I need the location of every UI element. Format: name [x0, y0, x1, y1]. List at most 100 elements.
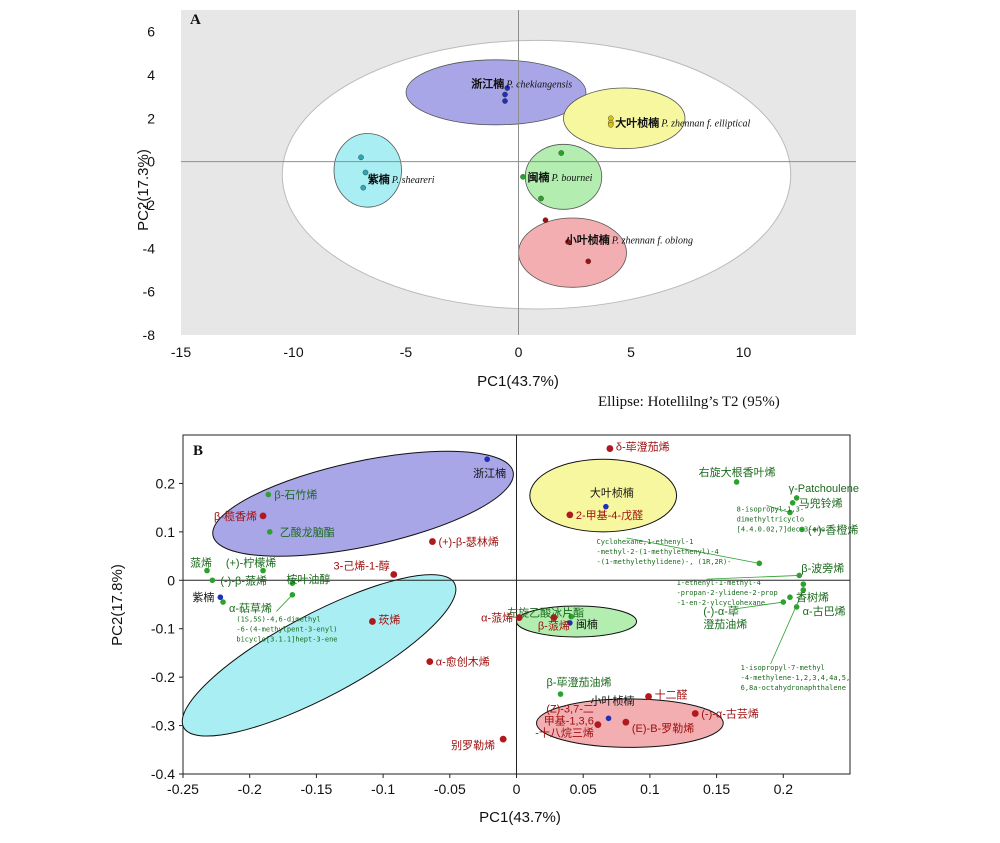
panel-b-y-tick-3: -0.1: [151, 621, 175, 637]
red-compound-label-9: 别罗勒烯: [451, 739, 495, 752]
green-compound-point-6: [220, 599, 226, 605]
group-label-3: 闽楠 P. bournei: [528, 170, 593, 184]
green-compound-point-1: [266, 529, 273, 535]
green-compound-point-5: [289, 580, 296, 586]
sample-point-2: [217, 594, 224, 601]
sample-label-3: 闽楠: [576, 617, 598, 631]
red-compound-point-5: [515, 614, 523, 621]
green-compound-label-16: (-)-α-荜澄茄油烯: [703, 605, 747, 631]
red-compound-point-1: [259, 512, 267, 520]
group-2-point-1: [362, 169, 369, 176]
panel-a-x-tick-3: 0: [515, 344, 523, 360]
group-label-4: 小叶桢楠 P. zhennan f. oblong: [565, 233, 693, 247]
panel-b-x-tick-2: -0.15: [300, 781, 332, 797]
red-compound-label-5: α-蒎烯: [481, 611, 513, 625]
green-compound-label-12: β-波旁烯: [801, 561, 844, 575]
red-compound-label-1: β-榄香烯: [214, 510, 257, 523]
sample-point-0: [484, 456, 490, 463]
panel-a-x-tick-5: 10: [736, 344, 752, 360]
green-compound-label-13: 香树烯: [796, 590, 829, 604]
panel-b-y-axis-label: PC2(17.8%): [109, 564, 126, 646]
group-0-point-2: [502, 98, 508, 104]
red-compound-point-4: [390, 571, 398, 578]
leader-line-18: [766, 505, 791, 513]
group-label-0: 浙江楠 P. chekiangensis: [471, 77, 572, 91]
green-compound-point-7: [568, 613, 574, 620]
green-compound-label-0: β-石竹烯: [274, 488, 317, 502]
red-compound-label-10: 十二醛: [655, 688, 688, 702]
panel-b-x-tick-1: -0.2: [238, 781, 262, 797]
green-compound-point-13: [787, 594, 793, 601]
green-compound-point-20: [796, 572, 803, 579]
group-ellipse-1: [563, 87, 686, 150]
group-4-point-2: [585, 258, 592, 265]
panel-b-y-tick-2: -0.2: [151, 669, 175, 685]
panel-a-y-tick-6: 4: [147, 67, 155, 83]
group-0-point-0: [504, 85, 511, 91]
panel-a-y-axis-label: PC2(17.3%): [135, 149, 152, 231]
panel-a-x-tick-2: -5: [400, 344, 413, 360]
green-compound-label-21: 1-isopropyl-7-methyl -4-methylene-1,2,3,4…: [741, 664, 851, 692]
panel-b-x-tick-9: 0.2: [774, 781, 794, 797]
green-compound-point-12: [800, 581, 807, 587]
group-3-point-2: [538, 195, 544, 202]
leader-line-19: [626, 537, 760, 564]
panel-a-x-tick-1: -10: [283, 344, 303, 360]
leader-line-20: [706, 575, 800, 580]
panel-b-y-tick-1: -0.3: [151, 718, 175, 734]
green-compound-label-17: (1S,5S)-4,6-dimethyl -6-(4-methylpent-3-e…: [236, 615, 337, 643]
red-compound-point-10: [645, 693, 652, 700]
green-compound-label-6: α-萜草烯: [229, 602, 272, 615]
group-3-point-0: [558, 150, 565, 156]
panel-a-ellipse-note: Ellipse: Hotellilng’s T2 (95%): [598, 394, 780, 410]
red-compound-point-9: [499, 735, 507, 743]
leader-line-21: [770, 589, 804, 665]
panel-b-x-tick-5: 0: [513, 781, 521, 797]
panel-a: 浙江楠 P. chekiangensis 大叶桢楠 P. zhennan f. ell…: [135, 10, 856, 410]
green-compound-point-16: [780, 599, 787, 605]
green-compound-point-3: [204, 567, 210, 574]
green-compound-point-0: [265, 491, 272, 498]
red-compound-point-12: [594, 721, 602, 729]
leader-line-16: [733, 601, 784, 610]
green-compound-point-15: [557, 691, 564, 697]
group-ellipse-1: [181, 574, 457, 737]
sample-point-3: [567, 620, 573, 626]
panel-b-x-tick-3: -0.1: [371, 781, 395, 797]
red-compound-point-6: [550, 614, 558, 621]
panel-b-y-tick-5: 0.1: [156, 524, 176, 540]
green-compound-label-18: 8-isopropyl-1,3-dimethyltricyclo [4.4.0.0…: [737, 506, 826, 534]
panel-a-y-tick-4: 0: [147, 154, 155, 170]
green-compound-label-2: (+)-柠檬烯: [226, 556, 276, 570]
panel-a-y-tick-0: -8: [143, 327, 156, 343]
panel-b-y-tick-0: -0.4: [151, 766, 175, 782]
green-compound-point-18: [787, 509, 793, 516]
panel-a-y-tick-1: -6: [143, 284, 156, 300]
green-compound-label-14: α-古巴烯: [803, 605, 846, 618]
green-compound-point-21: [800, 587, 807, 593]
red-compound-point-8: [426, 658, 434, 666]
group-4-point-1: [565, 239, 571, 245]
group-1-point-2: [607, 122, 614, 128]
sample-label-2: 紫楠: [192, 590, 214, 604]
panel-a-label: A: [190, 12, 201, 28]
green-compound-label-11: (+)-香橙烯: [808, 522, 858, 536]
panel-b-x-tick-8: 0.15: [703, 781, 730, 797]
panel-b-y-tick-4: 0: [167, 572, 175, 588]
group-2-point-0: [358, 154, 364, 161]
red-compound-point-0: [606, 445, 614, 452]
panel-a-y-tick-7: 6: [147, 24, 155, 40]
group-ellipse-0: [212, 450, 514, 557]
panel-b-x-tick-6: 0.05: [570, 781, 597, 797]
green-compound-label-3: 蒎烯: [190, 556, 212, 570]
red-compound-point-2: [566, 511, 574, 519]
group-label-2: 紫楠 P. sheareri: [368, 172, 435, 186]
panel-a-x-tick-0: -15: [171, 344, 191, 360]
red-compound-label-2: 2-甲基-4-戊醛: [576, 508, 643, 522]
group-ellipse-2: [333, 133, 402, 208]
group-ellipse-0: [405, 59, 587, 126]
red-compound-label-3: (+)-β-瑟林烯: [438, 535, 498, 549]
group-ellipse-2: [529, 458, 678, 533]
